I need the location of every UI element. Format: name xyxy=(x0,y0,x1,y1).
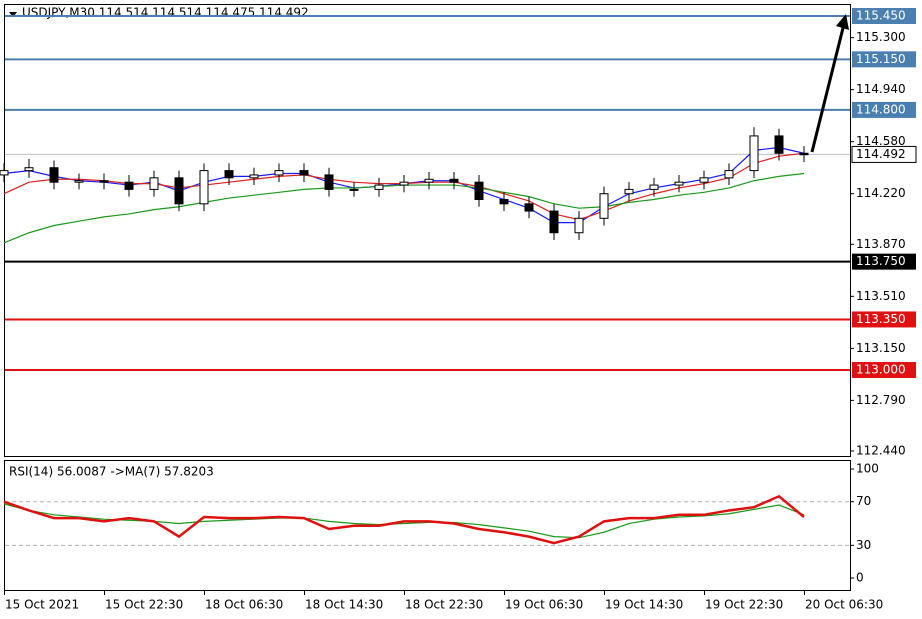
symbol-header: USDJPY,M30 114.514 114.514 114.475 114.4… xyxy=(22,6,309,20)
x-tick-label: 19 Oct 22:30 xyxy=(705,598,783,612)
main-panel xyxy=(4,4,851,457)
rsi-line xyxy=(3,503,805,539)
last-price-box xyxy=(851,145,917,163)
rsi-header: RSI(14) 56.0087 ->MA(7) 57.8203 xyxy=(9,465,214,479)
candle-body xyxy=(374,184,384,190)
x-tick-label: 19 Oct 14:30 xyxy=(605,598,683,612)
candle-body xyxy=(524,203,534,212)
candle-body xyxy=(624,188,634,195)
level-label: 115.450 xyxy=(856,8,906,22)
candle-body xyxy=(699,177,709,183)
candle-body xyxy=(149,177,159,190)
candle-body xyxy=(224,170,234,179)
candle-body xyxy=(299,170,309,176)
level-box xyxy=(852,311,916,328)
last-price-label: 114.492 xyxy=(856,147,906,161)
level-label: 115.150 xyxy=(856,52,906,66)
arrow-head xyxy=(836,14,849,30)
candle-body xyxy=(724,170,734,179)
rsi-line xyxy=(3,494,805,545)
level-label: 114.800 xyxy=(856,102,906,116)
candle-body xyxy=(199,170,209,205)
y-tick-label: 70 xyxy=(856,494,871,508)
y-tick-label: 115.300 xyxy=(856,30,906,44)
candle-body xyxy=(74,180,84,183)
candle-body xyxy=(274,170,284,176)
y-tick-label: 112.440 xyxy=(856,443,906,457)
level-box xyxy=(852,51,916,68)
x-tick-label: 18 Oct 14:30 xyxy=(305,598,383,612)
y-tick-label: 113.870 xyxy=(856,237,906,251)
candle-body xyxy=(424,178,434,183)
x-tick-label: 18 Oct 22:30 xyxy=(405,598,483,612)
candle-body xyxy=(24,167,34,172)
candle-body xyxy=(324,174,334,190)
level-label: 113.000 xyxy=(856,363,906,377)
candle-body xyxy=(774,135,784,154)
candle-body xyxy=(649,184,659,190)
candle-body xyxy=(799,152,809,156)
candle-body xyxy=(449,178,459,183)
y-tick-label: 113.150 xyxy=(856,341,906,355)
rsi-panel xyxy=(4,460,851,591)
y-tick-label: 113.510 xyxy=(856,289,906,303)
y-tick-label: 0 xyxy=(856,571,864,585)
candle-body xyxy=(574,217,584,234)
y-tick-label: 100 xyxy=(856,462,879,476)
level-box xyxy=(852,253,916,270)
y-tick-label: 114.940 xyxy=(856,82,906,96)
x-tick-label: 15 Oct 22:30 xyxy=(105,598,183,612)
candle-body xyxy=(174,177,184,205)
candle-body xyxy=(249,174,259,179)
menu-arrow[interactable] xyxy=(9,12,17,17)
x-tick-label: 15 Oct 2021 xyxy=(5,598,79,612)
x-tick-label: 19 Oct 06:30 xyxy=(505,598,583,612)
candle-body xyxy=(349,188,359,191)
x-tick-label: 18 Oct 06:30 xyxy=(205,598,283,612)
x-tick-label: 20 Oct 06:30 xyxy=(805,598,883,612)
y-tick-label: 114.580 xyxy=(856,134,906,148)
level-box xyxy=(852,362,916,379)
candle-body xyxy=(474,181,484,201)
level-box xyxy=(852,101,916,118)
candle-body xyxy=(749,135,759,172)
arrow xyxy=(810,23,846,153)
candle-body xyxy=(99,180,109,183)
y-tick-label: 30 xyxy=(856,538,871,552)
level-label: 113.750 xyxy=(856,254,906,268)
level-box xyxy=(852,7,916,24)
candle-body xyxy=(599,193,609,219)
candle-body xyxy=(549,210,559,234)
candle-body xyxy=(49,167,59,183)
candle-body xyxy=(124,181,134,190)
level-label: 113.350 xyxy=(856,312,906,326)
candle-body xyxy=(0,170,9,176)
candle-body xyxy=(399,181,409,186)
candle-body xyxy=(499,199,509,205)
y-tick-label: 114.220 xyxy=(856,186,906,200)
y-tick-label: 112.790 xyxy=(856,393,906,407)
candle-body xyxy=(674,181,684,186)
